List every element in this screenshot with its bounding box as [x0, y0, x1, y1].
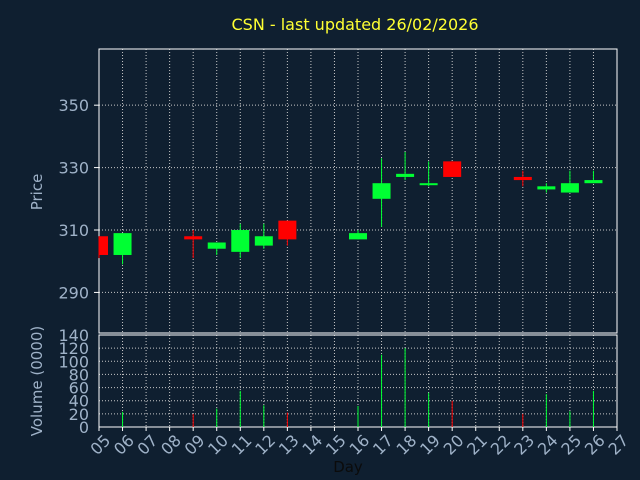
candle-body — [349, 233, 367, 240]
candle-body — [419, 183, 438, 186]
volume-tick-label: 20 — [69, 405, 89, 424]
volume-tick-label: 60 — [69, 379, 89, 398]
plot-frames — [94, 48, 618, 431]
volume-tick-label: 0 — [79, 418, 89, 437]
candle-body — [443, 161, 462, 177]
candle-body — [184, 236, 203, 240]
volume-tick-label: 140 — [58, 326, 89, 345]
chart-title: CSN - last updated 26/02/2026 — [231, 15, 478, 34]
volume-axis-label: Volume (0000) — [28, 326, 46, 436]
candle-body — [99, 236, 108, 255]
price-tick-label: 330 — [58, 159, 89, 178]
x-axis-label: Day — [333, 458, 363, 476]
candle-body — [584, 180, 603, 184]
day-tick-label: 27 — [604, 431, 632, 459]
volume-tick-label: 120 — [58, 339, 89, 358]
candle-body — [396, 173, 415, 177]
price-panel-frame — [98, 48, 618, 334]
volume-bars — [122, 348, 594, 427]
candle-body — [113, 233, 132, 255]
price-tick-label: 310 — [58, 221, 89, 240]
price-tick-label: 350 — [58, 96, 89, 115]
candle-body — [207, 242, 226, 249]
candle-body — [537, 186, 556, 190]
volume-tick-label: 40 — [69, 392, 89, 411]
volume-tick-label: 100 — [58, 352, 89, 371]
price-axis-label: Price — [28, 174, 46, 211]
candle-body — [372, 183, 391, 199]
candle-body — [560, 183, 579, 193]
price-tick-label: 290 — [58, 283, 89, 302]
candles — [98, 151, 603, 265]
price-tick-labels: 290 310 330 350 — [58, 96, 89, 302]
candle-body — [278, 220, 297, 240]
day-tick-labels: 0506070809101112131415161718192021222324… — [86, 431, 632, 459]
volume-tick-label: 80 — [69, 365, 89, 384]
candle-body — [231, 230, 250, 252]
candle-body — [254, 236, 273, 246]
candle-body — [513, 176, 532, 181]
